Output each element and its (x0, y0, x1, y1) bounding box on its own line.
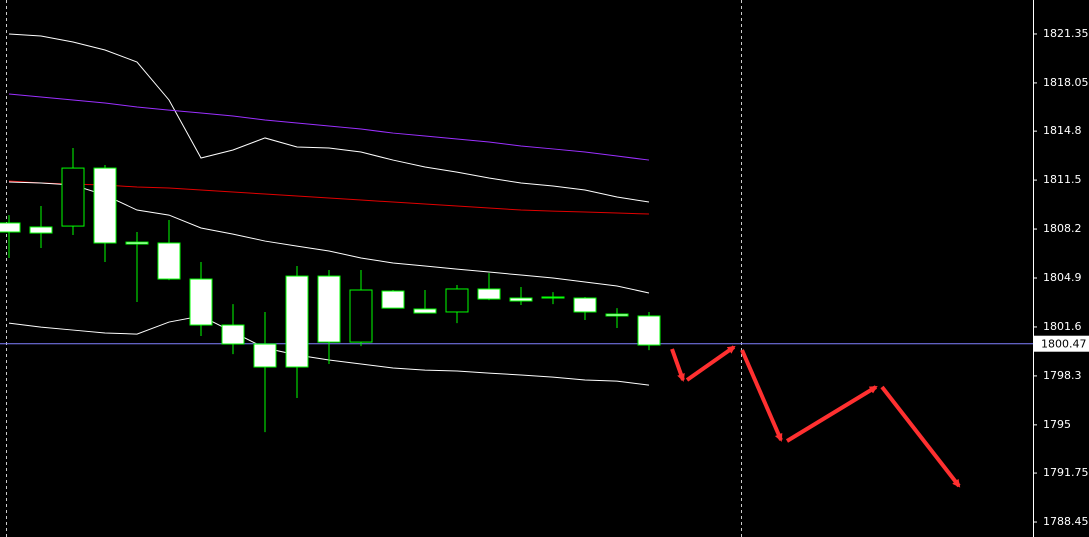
candle-body (189, 278, 213, 326)
y-tick-label: 1798.3 (1043, 369, 1082, 382)
arrow (670, 348, 685, 382)
candle-body (573, 297, 597, 313)
candle-body (637, 315, 661, 346)
y-tick-label: 1811.5 (1043, 173, 1082, 186)
arrow (880, 385, 961, 488)
candle-body (0, 222, 21, 233)
indicator-line (8, 93, 650, 161)
candle-body (253, 343, 277, 368)
y-tick-label: 1804.9 (1043, 271, 1082, 284)
candle-body (509, 297, 533, 302)
candle-body (157, 242, 181, 280)
arrow (785, 385, 878, 443)
candle-body (221, 324, 245, 345)
candle-body (413, 308, 437, 314)
y-tick-label: 1808.2 (1043, 222, 1082, 235)
candle-body (605, 313, 629, 317)
y-tick-label: 1791.75 (1043, 466, 1089, 479)
y-tick-label: 1795 (1043, 418, 1071, 431)
plot-layer (0, 33, 1033, 433)
candle-body (29, 226, 53, 234)
price-tag (1034, 335, 1089, 352)
candle-body (349, 289, 373, 343)
y-tick-label: 1788.45 (1043, 515, 1089, 528)
arrow (740, 349, 783, 442)
candle-body (93, 167, 117, 244)
candle-body (541, 296, 565, 299)
arrow (685, 345, 736, 382)
candle-body (445, 288, 469, 313)
y-tick-label: 1801.6 (1043, 320, 1082, 333)
y-tick-label: 1818.05 (1043, 76, 1089, 89)
y-tick-label: 1814.8 (1043, 124, 1082, 137)
candle-body (285, 275, 309, 368)
y-tick-label: 1821.35 (1043, 27, 1089, 40)
candle-body (477, 288, 501, 300)
candle-body (381, 290, 405, 309)
indicator-line (8, 33, 650, 203)
candle-body (125, 241, 149, 245)
forecast-arrows (670, 345, 961, 488)
candle-body (317, 275, 341, 343)
price-tag-label: 1800.47 (1041, 338, 1087, 351)
candle-body (61, 167, 85, 227)
